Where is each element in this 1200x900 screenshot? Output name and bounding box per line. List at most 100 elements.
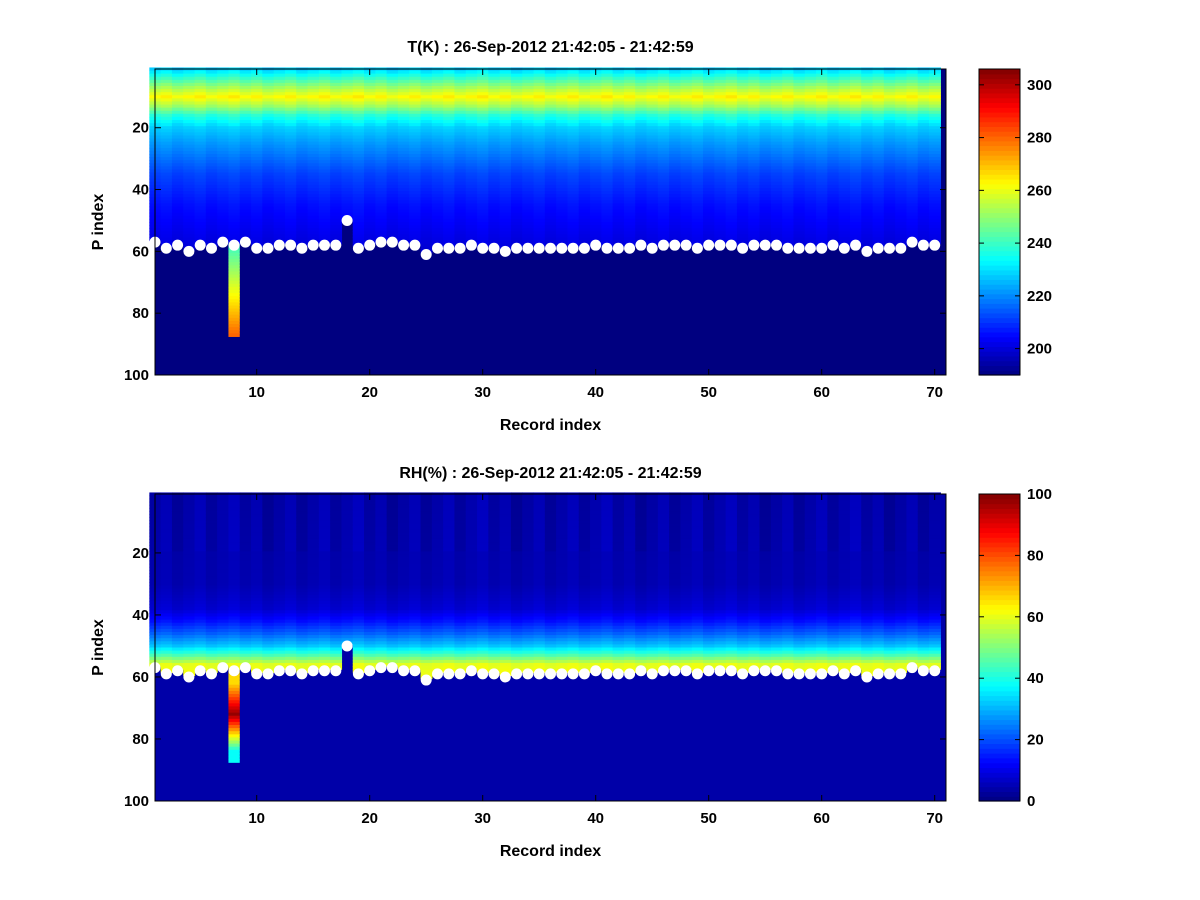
heatmap-cell (680, 157, 693, 161)
surface-marker (432, 242, 443, 254)
heatmap-cell (284, 234, 297, 239)
heatmap-cell (183, 514, 196, 518)
heatmap-cell (273, 101, 286, 106)
heatmap-cell (725, 191, 738, 195)
heatmap-cell (657, 169, 670, 174)
heatmap-cell (307, 225, 320, 229)
heatmap-cell (612, 160, 625, 164)
heatmap-cell (736, 172, 749, 177)
heatmap-cell (171, 184, 184, 189)
heatmap-cell (171, 157, 184, 161)
heatmap-cell (838, 218, 851, 223)
heatmap-cell (917, 89, 930, 93)
heatmap-cell (375, 82, 388, 87)
heatmap-cell (239, 511, 252, 515)
heatmap-cell (691, 129, 704, 133)
heatmap-cell (680, 92, 693, 96)
heatmap-cell (590, 184, 602, 189)
heatmap-cell (307, 129, 320, 133)
heatmap-cell (397, 73, 410, 78)
heatmap-cell (296, 89, 309, 93)
heatmap-cell (522, 231, 535, 235)
heatmap-cell (307, 175, 320, 180)
heatmap-cell (556, 194, 569, 198)
heatmap-cell (205, 619, 218, 624)
heatmap-cell (194, 222, 207, 226)
heatmap-cell (262, 157, 275, 161)
heatmap-cell (273, 514, 286, 518)
heatmap-cell (623, 138, 636, 143)
heatmap-cell (714, 172, 727, 177)
heatmap-cell (228, 641, 241, 645)
heatmap-cell (194, 631, 207, 636)
heatmap-cell (239, 545, 252, 549)
heatmap-cell (714, 157, 727, 161)
heatmap-cell (194, 635, 207, 639)
heatmap-cell (861, 113, 874, 118)
heatmap-cell (793, 191, 806, 195)
heatmap-cell (465, 169, 478, 174)
heatmap-cell (183, 631, 196, 636)
heatmap-cell (544, 200, 557, 205)
heatmap-cell (375, 150, 388, 155)
heatmap-cell (364, 126, 376, 130)
heatmap-cell (703, 120, 715, 124)
heatmap-cell (601, 209, 614, 214)
heatmap-cell (171, 132, 184, 137)
heatmap-cell (680, 141, 693, 146)
heatmap-cell (420, 215, 433, 220)
heatmap-cell (567, 163, 580, 167)
heatmap-cell (816, 206, 828, 211)
heatmap-cell (409, 163, 422, 167)
heatmap-cell (284, 582, 297, 587)
heatmap-cell (284, 511, 297, 515)
heatmap-cell (725, 101, 738, 106)
heatmap-cell (217, 86, 230, 90)
heatmap-cell (296, 101, 309, 106)
heatmap-cell (262, 542, 275, 546)
heatmap-cell (262, 206, 275, 211)
heatmap-cell (330, 141, 343, 146)
heatmap-cell (160, 647, 173, 652)
colorbar-swatch (979, 193, 1020, 199)
heatmap-cell (409, 126, 422, 130)
heatmap-cell (251, 222, 263, 226)
heatmap-cell (510, 228, 523, 232)
heatmap-cell (239, 498, 252, 503)
heatmap-cell (770, 157, 783, 161)
heatmap-cell (262, 600, 275, 605)
heatmap-cell (171, 495, 184, 500)
heatmap-cell (465, 120, 478, 124)
heatmap-cell (849, 89, 862, 93)
heatmap-cell (454, 101, 467, 106)
heatmap-cell (623, 79, 636, 84)
heatmap-cell (273, 70, 286, 75)
heatmap-cell (364, 141, 376, 146)
heatmap-cell (284, 126, 297, 130)
heatmap-cell (488, 120, 501, 124)
heatmap-cell (262, 523, 275, 528)
heatmap-cell (759, 123, 772, 127)
heatmap-cell (397, 89, 410, 93)
heatmap-cell (567, 200, 580, 205)
heatmap-cell (465, 197, 478, 201)
heatmap-cell (409, 73, 422, 78)
heatmap-cell (318, 203, 331, 208)
heatmap-cell (510, 191, 523, 195)
heatmap-cell (228, 520, 241, 525)
surface-marker (601, 242, 613, 254)
heatmap-cell (770, 197, 783, 201)
heatmap-cell (171, 557, 184, 562)
heatmap-cell (160, 123, 173, 127)
heatmap-cell (273, 501, 286, 506)
heatmap-cell (759, 194, 772, 198)
heatmap-cell (386, 123, 399, 127)
heatmap-cell (827, 225, 840, 229)
heatmap-cell (601, 132, 614, 137)
heatmap-cell (669, 172, 682, 177)
heatmap-cell (228, 619, 241, 624)
heatmap-cell (556, 132, 569, 137)
heatmap-cell (262, 129, 275, 133)
heatmap-cell (816, 240, 828, 245)
heatmap-cell (477, 95, 489, 99)
